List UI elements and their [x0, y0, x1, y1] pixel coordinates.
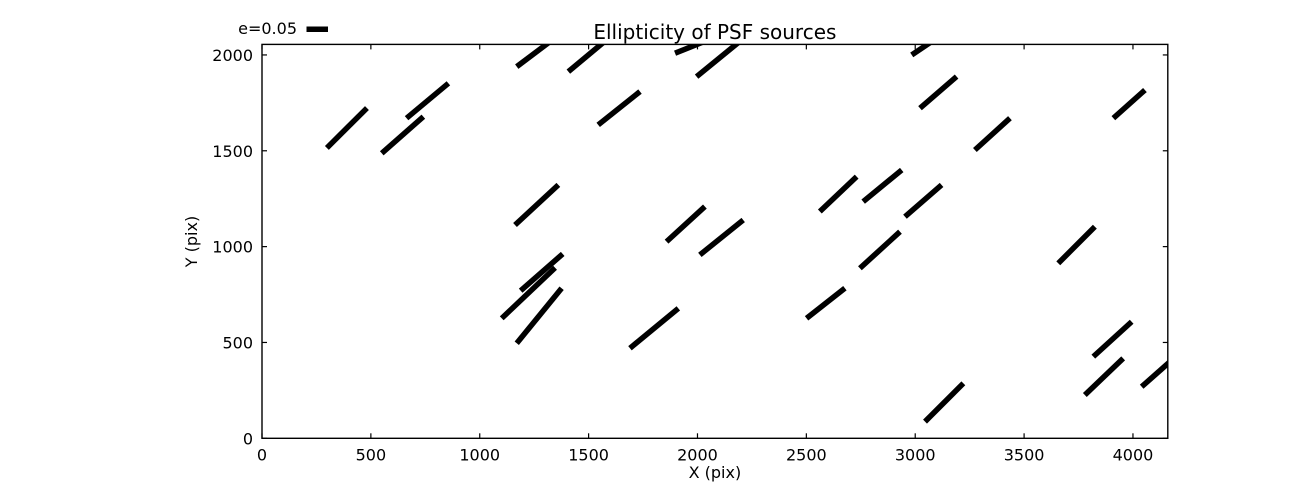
psf-ellipticity-stick — [674, 44, 705, 56]
x-tick-label: 0 — [257, 445, 267, 464]
psf-ellipticity-stick — [324, 106, 369, 150]
psf-ellipticity-stick — [694, 44, 741, 79]
psf-ellipticity-stick — [499, 265, 557, 321]
y-tick-label: 2000 — [212, 46, 253, 65]
x-tick-label: 3000 — [895, 445, 936, 464]
psf-ellipticity-stick — [514, 286, 564, 345]
psf-ellipticity-stick — [817, 174, 859, 214]
psf-ellipticity-stick — [923, 381, 966, 424]
y-tick-label: 0 — [243, 429, 253, 448]
psf-ellipticity-stick — [698, 217, 745, 258]
x-tick-label: 500 — [356, 445, 387, 464]
x-tick-label: 1500 — [568, 445, 609, 464]
psf-ellipticity-stick — [804, 286, 847, 321]
psf-ellipticity-stick — [1139, 359, 1168, 389]
psf-ellipticity-stick — [1091, 319, 1134, 359]
y-axis-label: Y (pix) — [182, 216, 201, 268]
y-tick-label: 1500 — [212, 142, 253, 161]
psf-ellipticity-stick — [858, 229, 902, 271]
psf-ellipticity-stick — [1082, 356, 1126, 397]
psf-ellipticity-stick — [903, 182, 944, 219]
psf-ellipticity-stick — [515, 44, 551, 69]
ellipticity-sticks-group — [324, 44, 1168, 424]
x-tick-label: 4000 — [1113, 445, 1154, 464]
psf-ellipticity-stick — [518, 251, 565, 293]
psf-ellipticity-stick — [664, 204, 707, 244]
x-tick-label: 2000 — [677, 445, 718, 464]
axes-frame — [261, 43, 1169, 439]
x-tick-label: 2500 — [786, 445, 827, 464]
psf-ellipticity-stick — [404, 81, 451, 121]
psf-ellipticity-stick — [379, 114, 426, 156]
x-axis-label: X (pix) — [689, 463, 742, 482]
x-tick-label: 1000 — [459, 445, 500, 464]
psf-ellipticity-stick — [628, 306, 681, 351]
tick-marks-group: 0 500 1000 1500 2000 2500 3000 3500 4000 0 500 1000… — [212, 44, 1168, 464]
psf-ellipticity-stick — [910, 44, 933, 58]
y-tick-label: 500 — [222, 333, 253, 352]
psf-ellipticity-stick — [596, 89, 642, 128]
psf-ellipticity-stick — [1111, 87, 1147, 121]
legend-label: e=0.05 — [238, 19, 297, 38]
psf-ellipticity-stick — [1056, 224, 1097, 266]
psf-ellipticity-stick — [566, 44, 606, 74]
plot-title: Ellipticity of PSF sources — [593, 20, 836, 44]
psf-ellipticity-stick — [861, 167, 904, 204]
psf-ellipticity-stick — [513, 182, 561, 227]
psf-ellipticity-stick — [973, 116, 1012, 153]
psf-ellipticity-stick — [918, 74, 959, 111]
x-tick-label: 3500 — [1004, 445, 1045, 464]
y-tick-label: 1000 — [212, 238, 253, 257]
